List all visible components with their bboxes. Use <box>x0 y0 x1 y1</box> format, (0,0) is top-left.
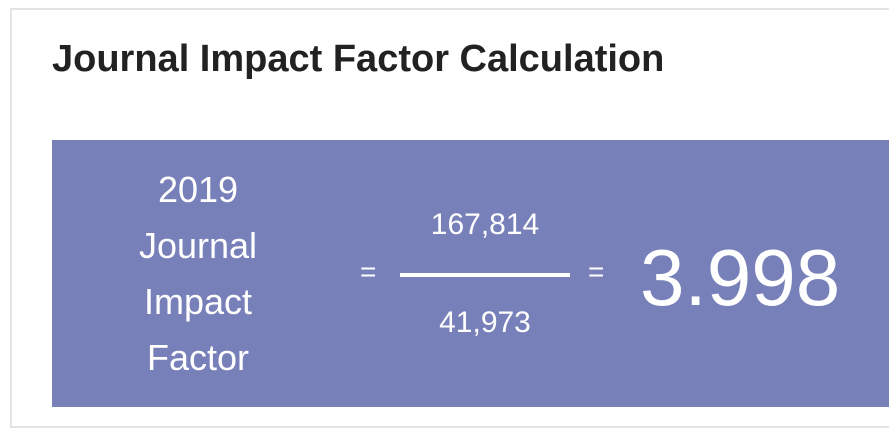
result: 3.998 <box>640 233 841 322</box>
numerator: 167,814 <box>430 208 540 241</box>
title: Journal Impact Factor Calculation <box>52 38 665 80</box>
calculation-panel: 2019 Journal Impact Factor = 167,814 41,… <box>52 140 889 407</box>
denominator: 41,973 <box>439 306 531 339</box>
page: Journal Impact Factor Calculation 2019 J… <box>10 8 889 428</box>
metric-label: 2019 Journal Impact Factor <box>138 169 258 378</box>
equals-sign: = <box>588 256 605 287</box>
fraction-bar <box>400 273 570 277</box>
equals-sign: = <box>360 256 377 287</box>
